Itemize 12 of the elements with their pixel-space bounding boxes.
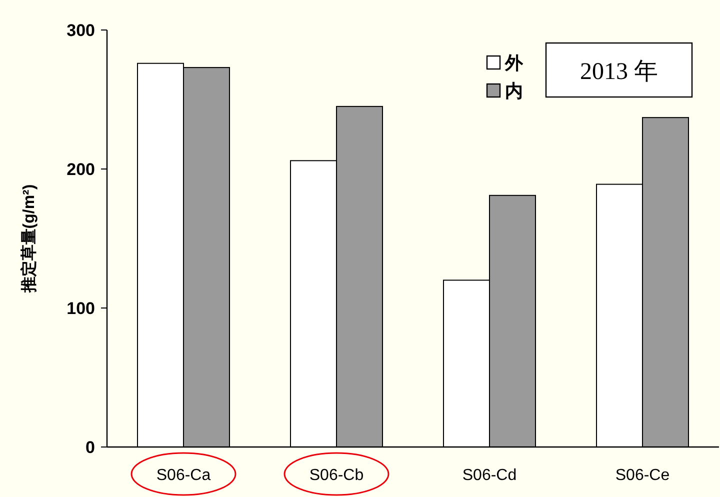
legend-label: 外 xyxy=(504,53,524,73)
x-tick-label: S06-Ca xyxy=(156,467,211,484)
x-tick-label: S06-Ce xyxy=(615,467,670,484)
x-tick-label: S06-Cb xyxy=(309,467,364,484)
y-tick-label: 100 xyxy=(66,299,95,318)
legend-label: 内 xyxy=(505,81,523,101)
annotation: 2013 年 xyxy=(580,59,658,85)
y-tick-label: 200 xyxy=(66,160,95,179)
y-tick-label: 300 xyxy=(66,21,95,40)
y-axis-title: 推定草量(g/m²) xyxy=(20,184,38,294)
x-tick-label: S06-Cd xyxy=(462,467,517,484)
y-tick-label: 0 xyxy=(86,438,95,457)
